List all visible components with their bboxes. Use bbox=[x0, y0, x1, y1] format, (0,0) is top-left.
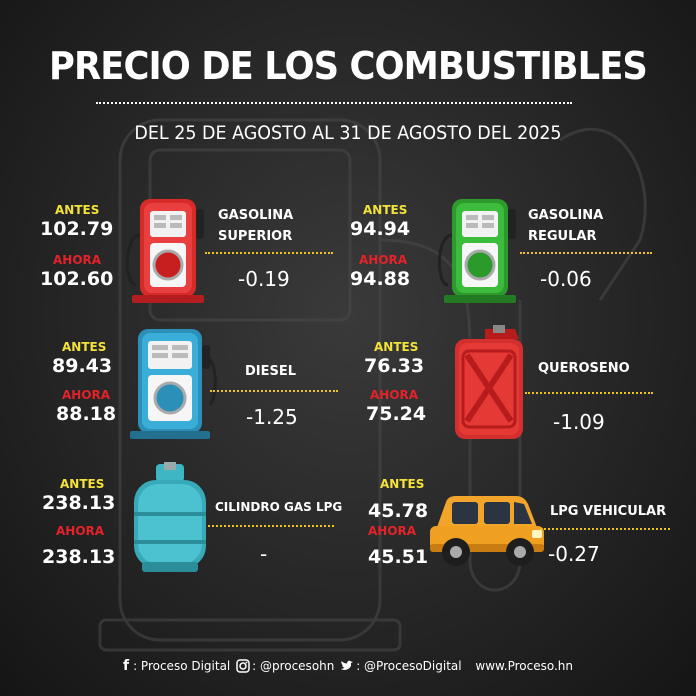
dotted-separator bbox=[540, 528, 670, 530]
facebook-icon: f bbox=[122, 658, 130, 674]
price-before: 45.78 bbox=[368, 500, 429, 522]
antes-label: ANTES bbox=[62, 340, 107, 354]
suv-car-icon bbox=[430, 496, 544, 566]
price-before: 238.13 bbox=[42, 492, 116, 514]
price-change: -0.27 bbox=[548, 542, 600, 566]
dotted-separator bbox=[210, 390, 338, 392]
price-change: -0.06 bbox=[540, 267, 592, 291]
price-before: 89.43 bbox=[52, 355, 113, 377]
price-change: -0.19 bbox=[238, 267, 290, 291]
fuel-name-cilindro-gas-lpg: CILINDRO GAS LPG bbox=[215, 500, 343, 514]
dotted-separator bbox=[205, 252, 333, 254]
page-title: PRECIO DE LOS COMBUSTIBLES bbox=[49, 44, 648, 88]
price-before: 76.33 bbox=[364, 355, 425, 377]
title-divider bbox=[96, 102, 572, 104]
fuel-name-lpg-vehicular: LPG VEHICULAR bbox=[550, 504, 667, 519]
green-fuel-pump-icon bbox=[437, 199, 516, 303]
price-before: 102.79 bbox=[40, 218, 114, 240]
price-now: 238.13 bbox=[42, 546, 116, 568]
price-now: 102.60 bbox=[40, 268, 114, 290]
website-link[interactable]: www.Proceso.hn bbox=[475, 658, 574, 673]
dotted-separator bbox=[525, 392, 653, 394]
antes-label: ANTES bbox=[380, 477, 425, 491]
instagram-icon bbox=[236, 659, 250, 673]
price-change: -1.25 bbox=[246, 405, 298, 429]
price-now: 94.88 bbox=[350, 268, 411, 290]
price-before: 94.94 bbox=[350, 218, 411, 240]
ahora-label: AHORA bbox=[62, 388, 111, 402]
antes-label: ANTES bbox=[55, 203, 100, 217]
dotted-separator bbox=[208, 525, 334, 527]
dotted-separator bbox=[520, 252, 652, 254]
price-change: -1.09 bbox=[553, 410, 605, 434]
date-range-subtitle: DEL 25 DE AGOSTO AL 31 DE AGOSTO DEL 202… bbox=[134, 122, 562, 144]
blue-fuel-pump-icon bbox=[130, 329, 217, 439]
price-now: 45.51 bbox=[368, 546, 429, 568]
red-jerrycan-icon bbox=[455, 325, 523, 439]
facebook-handle[interactable]: : Proceso Digital bbox=[133, 658, 231, 673]
twitter-handle[interactable]: : @ProcesoDigital bbox=[356, 658, 462, 673]
fuel-name-diesel: DIESEL bbox=[245, 364, 297, 379]
red-fuel-pump-icon bbox=[125, 199, 204, 303]
ahora-label: AHORA bbox=[370, 388, 419, 402]
gas-cylinder-icon bbox=[134, 462, 206, 572]
instagram-handle[interactable]: : @procesohn bbox=[252, 658, 335, 673]
ahora-label: AHORA bbox=[359, 253, 408, 267]
antes-label: ANTES bbox=[60, 477, 105, 491]
social-footer: f: Proceso Digital : @procesohn : @Proce… bbox=[0, 658, 696, 674]
price-now: 75.24 bbox=[366, 403, 427, 425]
fuel-name-gasolina-superior: GASOLINA SUPERIOR bbox=[218, 208, 294, 244]
antes-label: ANTES bbox=[363, 203, 408, 217]
fuel-name-queroseno: QUEROSENO bbox=[538, 361, 630, 376]
ahora-label: AHORA bbox=[56, 524, 105, 538]
ahora-label: AHORA bbox=[368, 524, 417, 538]
fuel-name-gasolina-regular: GASOLINA REGULAR bbox=[528, 208, 604, 244]
price-change: - bbox=[260, 542, 268, 566]
antes-label: ANTES bbox=[374, 340, 419, 354]
ahora-label: AHORA bbox=[53, 253, 102, 267]
price-now: 88.18 bbox=[56, 403, 117, 425]
twitter-icon bbox=[341, 660, 354, 670]
